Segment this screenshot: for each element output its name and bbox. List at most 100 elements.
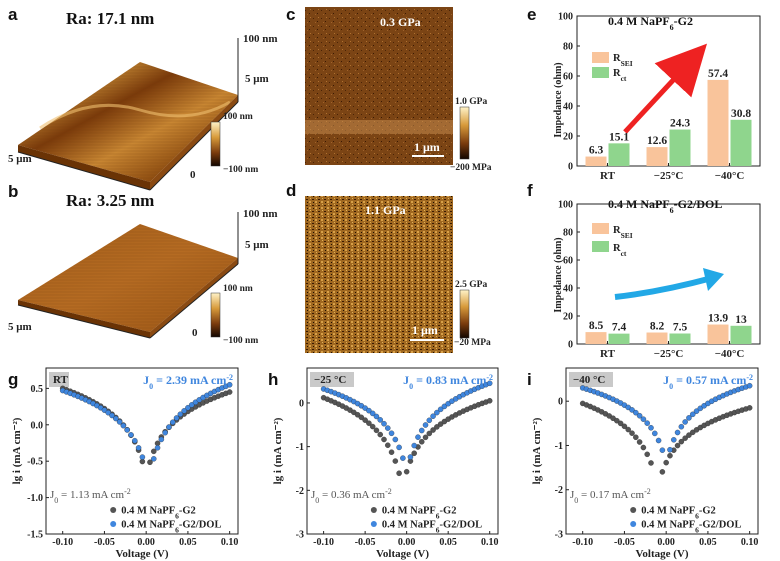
bar-e-rsei bbox=[585, 156, 607, 166]
panel-label-h: h bbox=[268, 370, 278, 389]
data-point-i-g2 bbox=[674, 442, 681, 449]
data-point-h-g2 bbox=[392, 458, 399, 464]
data-point-g-dol bbox=[124, 427, 130, 433]
data-point-i-dol bbox=[655, 437, 662, 444]
legend-text-sub: 6 bbox=[436, 525, 440, 534]
legend-label-g-dol: 0.4 M NaPF6-G2/DOL bbox=[121, 520, 221, 535]
xtick-label-e: −40°C bbox=[715, 170, 745, 182]
scale-label-d: 1 μm bbox=[412, 323, 438, 337]
ytick-label-i: 0 bbox=[558, 397, 563, 408]
chart-i: i -0.10 -0.05 0.00 0.05 0.10 -3 -2 -1 0 Voltage (… bbox=[527, 367, 759, 560]
data-point-i-dol bbox=[648, 425, 654, 431]
legend-label-i-dol: 0.4 M NaPF6-G2/DOL bbox=[641, 520, 741, 535]
panel-b: b Ra: 3.25 nm 100 nm 5 μm 5 μm 0 100 nm … bbox=[8, 182, 278, 346]
legend-f-rct-sub: ct bbox=[621, 249, 627, 258]
scale-label-c: 1 μm bbox=[414, 140, 440, 154]
data-point-h-g2 bbox=[403, 468, 410, 475]
y-len-a: 5 μm bbox=[245, 73, 269, 85]
legend-text-main: 0.4 M NaPF bbox=[641, 506, 695, 517]
legend-e-rsei-name: R bbox=[613, 53, 621, 64]
data-point-i-dol bbox=[652, 430, 658, 437]
chart-g: g -0.10 -0.05 0.00 0.05 0.10-1.5-1.0-0.50.00… bbox=[8, 367, 239, 560]
data-point-i-dol bbox=[667, 446, 673, 453]
chart-e: e 0.4 M NaPF6-G2 Impedance (ohm) RSEI Rc… bbox=[527, 5, 761, 182]
ytick-label-h: -3 bbox=[296, 530, 304, 541]
data-point-h-dol bbox=[400, 455, 406, 461]
legend-text-main: 0.4 M NaPF bbox=[641, 520, 695, 531]
colorbar-a bbox=[210, 121, 221, 167]
ylabel-g: lg i (mA cm⁻²) bbox=[11, 417, 23, 484]
data-point-i-dol bbox=[674, 429, 681, 436]
legend-swatch-f-rsei bbox=[592, 223, 609, 234]
ytick-label-g: -1.0 bbox=[27, 493, 43, 504]
data-point-i-g2 bbox=[617, 420, 624, 427]
xtick-label-h: 0.00 bbox=[398, 537, 416, 548]
plot-frame-i bbox=[565, 367, 759, 535]
ytick-label-e: 100 bbox=[558, 12, 573, 23]
j0-subscript: 0 bbox=[54, 496, 58, 505]
data-point-g-dol bbox=[154, 445, 161, 451]
data-point-i-dol bbox=[678, 423, 685, 430]
data-point-h-dol bbox=[362, 405, 368, 411]
legend-text-end: -G2 bbox=[440, 506, 457, 517]
legend-marker-h-dol bbox=[370, 521, 377, 527]
data-point-g-dol bbox=[158, 436, 165, 443]
data-point-i-g2 bbox=[644, 451, 650, 458]
z-top-b: 100 nm bbox=[243, 208, 278, 220]
ytick-label-e: 60 bbox=[563, 72, 573, 83]
x-axis-a bbox=[17, 151, 151, 191]
cb-bottom-d: −20 MPa bbox=[454, 338, 491, 348]
data-point-i-g2 bbox=[689, 429, 696, 436]
j0-exponent: -2 bbox=[486, 373, 493, 382]
legend-swatch-f-rct bbox=[592, 241, 609, 252]
data-point-i-g2 bbox=[682, 435, 688, 441]
xtick-label-i: 0.05 bbox=[699, 537, 717, 548]
data-point-i-g2 bbox=[633, 434, 639, 441]
xtick-label-f: RT bbox=[600, 348, 616, 360]
j0-subscript: 0 bbox=[409, 382, 413, 391]
data-point-h-dol bbox=[388, 430, 395, 437]
legend-text-main: 0.4 M NaPF bbox=[382, 520, 436, 531]
data-point-h-dol bbox=[437, 406, 444, 413]
bar-value-e-rsei: 57.4 bbox=[708, 68, 728, 80]
data-point-g-dol bbox=[151, 456, 157, 462]
ylabel-h: lg i (mA cm⁻²) bbox=[272, 417, 284, 484]
data-point-h-g2 bbox=[354, 411, 361, 418]
j0-value: = 0.57 mA cm bbox=[673, 373, 746, 387]
trend-arrow-f-shaft bbox=[614, 275, 713, 300]
xlabel-i: Voltage (V) bbox=[635, 548, 688, 560]
bar-e-rsei bbox=[646, 147, 668, 166]
xtick-label-i: -0.05 bbox=[614, 537, 635, 548]
data-point-g-dol bbox=[105, 409, 111, 416]
data-point-h-dol bbox=[392, 436, 399, 443]
data-point-h-g2 bbox=[426, 430, 433, 437]
data-point-h-g2 bbox=[396, 470, 402, 477]
data-point-i-dol bbox=[633, 409, 639, 416]
data-point-g-g2 bbox=[226, 389, 233, 395]
temp-tag-bg-i bbox=[569, 372, 613, 387]
data-point-g-dol bbox=[128, 432, 134, 438]
legend-text-sub: 6 bbox=[436, 511, 440, 520]
data-point-i-g2 bbox=[640, 444, 647, 451]
data-point-i-dol bbox=[625, 404, 631, 411]
panel-label-e: e bbox=[527, 5, 536, 24]
data-point-i-dol bbox=[640, 416, 647, 422]
bar-value-e-rsei: 12.6 bbox=[647, 135, 667, 147]
afm-map-c bbox=[305, 7, 453, 165]
xtick-label-i: 0.10 bbox=[741, 537, 759, 548]
xtick-label-h: -0.05 bbox=[355, 537, 376, 548]
bar-e-rsei bbox=[707, 79, 729, 166]
data-point-g-g2 bbox=[151, 448, 157, 455]
temp-tag-text-g: RT bbox=[53, 374, 69, 386]
legend-f-rct-name: R bbox=[613, 243, 621, 254]
afm-ridge-a bbox=[39, 100, 231, 130]
data-point-i-g2 bbox=[625, 426, 631, 433]
data-point-h-g2 bbox=[486, 398, 493, 404]
data-point-h-g2 bbox=[388, 449, 395, 455]
z-top-a: 100 nm bbox=[243, 33, 278, 45]
data-point-i-g2 bbox=[614, 417, 620, 424]
j0-symbol: J bbox=[311, 489, 316, 501]
colorbar-b bbox=[210, 292, 221, 338]
legend-label-e-rsei: RSEI bbox=[613, 53, 633, 68]
